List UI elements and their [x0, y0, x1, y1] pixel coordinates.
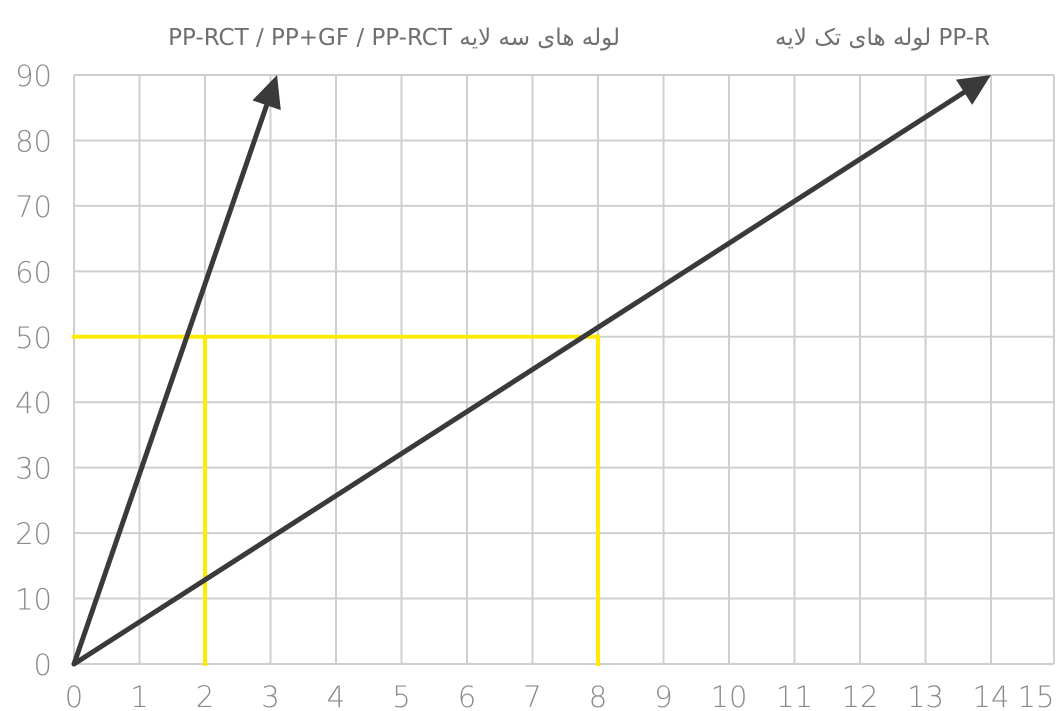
x-tick-label: 8 — [589, 680, 607, 711]
y-tick-label: 20 — [15, 517, 52, 551]
x-tick-label: 11 — [776, 680, 813, 711]
series-arrowhead-1 — [955, 75, 991, 105]
y-tick-label: 10 — [15, 583, 52, 617]
x-tick-label: 9 — [654, 680, 672, 711]
y-tick-label: 40 — [15, 386, 52, 420]
series-arrowhead-0 — [252, 75, 281, 111]
x-tick-label: 0 — [65, 680, 83, 711]
chart-grid — [73, 74, 1055, 665]
y-tick-label: 30 — [15, 452, 52, 486]
x-tick-label: 14 — [973, 680, 1010, 711]
series-line-1 — [71, 89, 967, 667]
x-tick-label: 3 — [261, 680, 279, 711]
reference-lines — [72, 334, 600, 666]
y-tick-label: 60 — [15, 255, 52, 289]
x-tick-label: 12 — [842, 680, 879, 711]
series-label-three-layer: PP-RCT / PP+GF / PP-RCT لوله های سه لایه — [168, 25, 620, 51]
chart-series — [71, 75, 991, 667]
y-tick-label: 0 — [34, 648, 52, 682]
x-tick-label: 15 — [1018, 680, 1055, 711]
y-tick-label: 70 — [15, 190, 52, 224]
x-tick-label: 6 — [458, 680, 476, 711]
series-line-0 — [71, 102, 270, 667]
x-tick-label: 7 — [523, 680, 541, 711]
x-tick-label: 10 — [711, 680, 748, 711]
x-tick-label: 2 — [196, 680, 214, 711]
y-tick-label: 80 — [15, 124, 52, 158]
x-tick-label: 13 — [907, 680, 944, 711]
y-tick-label: 90 — [15, 59, 52, 93]
x-tick-label: 4 — [327, 680, 345, 711]
x-tick-label: 5 — [392, 680, 410, 711]
x-tick-label: 1 — [130, 680, 148, 711]
series-label-single-layer: لوله های تک لایه PP-R — [775, 25, 990, 51]
y-tick-label: 50 — [15, 321, 52, 355]
